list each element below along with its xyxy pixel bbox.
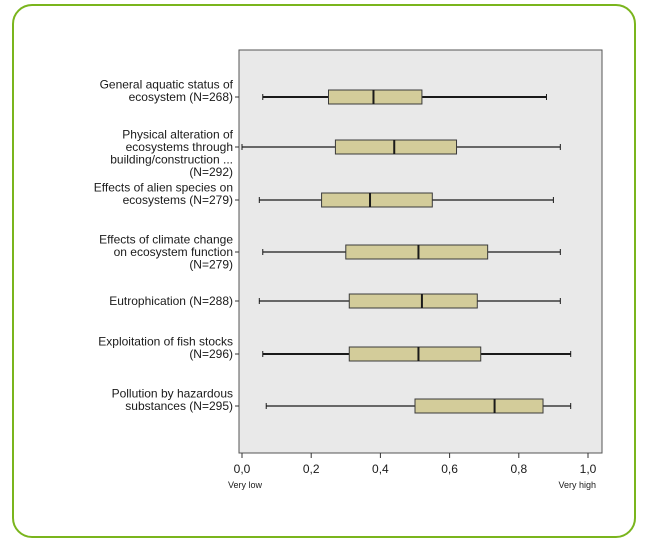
iqr-box bbox=[345, 244, 489, 260]
x-axis: 0,0 0,2 0,4 0,6 0,8 1,0 Very low Very high bbox=[228, 453, 597, 490]
category-label: building/construction ... bbox=[110, 153, 233, 167]
boxplot-row bbox=[262, 244, 561, 260]
category-label: Pollution by hazardous bbox=[112, 387, 233, 401]
iqr-box bbox=[414, 398, 544, 414]
x-tick-label: 0,2 bbox=[303, 462, 320, 476]
boxplot-row bbox=[265, 398, 572, 414]
category-label: (N=296) bbox=[189, 347, 233, 361]
x-tick-label: 1,0 bbox=[580, 462, 597, 476]
category-label: ecosystem (N=268) bbox=[129, 90, 233, 104]
boxplot-row bbox=[262, 89, 547, 105]
category-label: Physical alteration of bbox=[122, 128, 233, 142]
category-label: (N=279) bbox=[189, 258, 233, 272]
category-label: ecosystems (N=279) bbox=[123, 193, 233, 207]
boxplot-row bbox=[258, 293, 561, 309]
iqr-box bbox=[334, 139, 458, 155]
x-tick-label: 0,6 bbox=[441, 462, 458, 476]
iqr-box bbox=[348, 293, 478, 309]
category-label: on ecosystem function bbox=[114, 245, 233, 259]
x-tick-label: 0,8 bbox=[510, 462, 527, 476]
category-label: General aquatic status of bbox=[100, 78, 234, 92]
x-end-label-high: Very high bbox=[558, 480, 596, 490]
iqr-box bbox=[321, 192, 433, 208]
x-tick-label: 0,0 bbox=[234, 462, 251, 476]
boxplot-row bbox=[258, 192, 554, 208]
category-label: Eutrophication (N=288) bbox=[109, 294, 233, 308]
chart-marks bbox=[241, 89, 572, 414]
category-label: Exploitation of fish stocks bbox=[98, 335, 233, 349]
category-label: substances (N=295) bbox=[125, 399, 233, 413]
iqr-box bbox=[328, 89, 423, 105]
iqr-box bbox=[348, 346, 482, 362]
category-label: Effects of alien species on bbox=[94, 181, 233, 195]
boxplot-row bbox=[262, 346, 572, 362]
category-label: (N=292) bbox=[189, 165, 233, 179]
boxplot-row bbox=[241, 139, 561, 155]
category-label: Effects of climate change bbox=[99, 233, 233, 247]
x-tick-label: 0,4 bbox=[372, 462, 389, 476]
category-label: ecosystems through bbox=[126, 140, 233, 154]
x-end-label-low: Very low bbox=[228, 480, 263, 490]
